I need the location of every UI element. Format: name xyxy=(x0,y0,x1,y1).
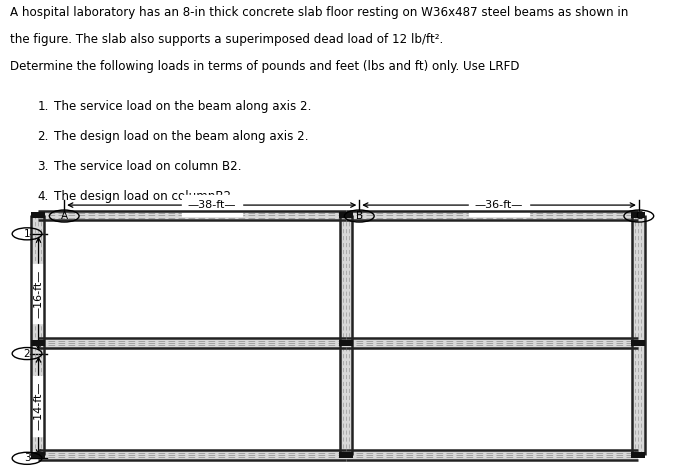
Bar xyxy=(339,340,353,346)
Text: 1: 1 xyxy=(24,229,30,239)
Bar xyxy=(631,452,646,458)
Bar xyxy=(631,212,646,218)
Bar xyxy=(30,340,45,346)
Text: 2: 2 xyxy=(24,348,30,359)
Text: A hospital laboratory has an 8-in thick concrete slab floor resting on W36x487 s: A hospital laboratory has an 8-in thick … xyxy=(10,6,629,19)
Text: —38-ft—: —38-ft— xyxy=(187,200,236,210)
Bar xyxy=(346,450,638,460)
Bar xyxy=(38,338,346,348)
Text: —16-ft—: —16-ft— xyxy=(34,270,43,318)
Bar xyxy=(339,212,353,218)
Bar xyxy=(632,215,645,455)
Bar xyxy=(38,211,346,220)
Bar xyxy=(631,340,646,346)
Bar xyxy=(339,452,353,458)
Bar xyxy=(38,450,346,460)
Text: The service load on column B2.: The service load on column B2. xyxy=(54,160,241,173)
Text: 4.: 4. xyxy=(37,190,49,203)
Bar xyxy=(31,215,44,455)
Text: The design load on columnB2.: The design load on columnB2. xyxy=(54,190,235,203)
Text: 2.: 2. xyxy=(37,130,49,143)
Text: 1.: 1. xyxy=(37,100,49,113)
Bar xyxy=(30,452,45,458)
Text: The service load on the beam along axis 2.: The service load on the beam along axis … xyxy=(54,100,312,113)
Bar xyxy=(340,215,352,455)
Bar xyxy=(30,212,45,218)
Text: A: A xyxy=(61,211,68,221)
Text: The design load on the beam along axis 2.: The design load on the beam along axis 2… xyxy=(54,130,308,143)
Text: —14-ft—: —14-ft— xyxy=(34,382,43,430)
Bar xyxy=(346,211,638,220)
Text: 3: 3 xyxy=(24,453,30,464)
Text: the figure. The slab also supports a superimposed dead load of 12 lb/ft².: the figure. The slab also supports a sup… xyxy=(10,33,443,46)
Text: C: C xyxy=(635,211,642,221)
Bar xyxy=(346,338,638,348)
Text: B: B xyxy=(356,211,363,221)
Text: 3.: 3. xyxy=(37,160,49,173)
Text: —36-ft—: —36-ft— xyxy=(475,200,523,210)
Text: Determine the following loads in terms of pounds and feet (lbs and ft) only. Use: Determine the following loads in terms o… xyxy=(10,60,520,73)
